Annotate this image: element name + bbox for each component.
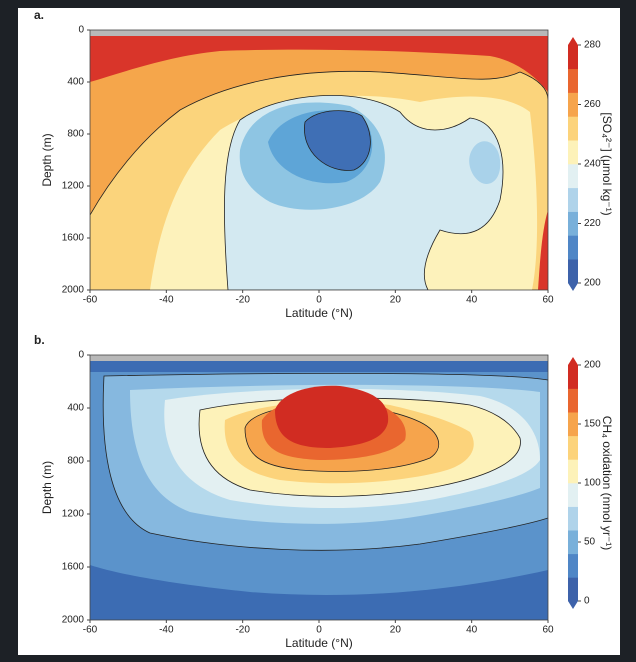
colorbar-tick-label: 0 — [584, 596, 590, 607]
x-tick-label: -20 — [235, 625, 250, 636]
x-tick-label: -40 — [159, 625, 174, 636]
y-tick-label: 1200 — [62, 509, 85, 520]
colorbar-band — [568, 553, 578, 578]
colorbar-tick-label: 100 — [584, 478, 601, 489]
y-tick-label: 2000 — [62, 285, 85, 296]
panel-label: b. — [34, 333, 45, 347]
colorbar-band — [568, 259, 578, 284]
y-tick-label: 800 — [67, 456, 84, 467]
x-tick-label: -20 — [235, 295, 250, 306]
colorbar-tick-label: 240 — [584, 159, 601, 170]
colorbar-band — [568, 187, 578, 212]
panel-label: a. — [34, 8, 44, 22]
colorbar-band — [568, 483, 578, 507]
colorbar-band — [568, 235, 578, 260]
contour-field-a — [90, 30, 548, 290]
colorbar-label: CH₄ oxidation (nmol yr⁻¹) — [600, 416, 614, 551]
x-axis-label: Latitude (°N) — [285, 636, 353, 650]
colorbar-band — [568, 412, 578, 437]
colorbar-band — [568, 45, 578, 70]
contour-field-b — [90, 355, 548, 620]
y-axis-label: Depth (m) — [40, 133, 54, 186]
colorbar-band — [568, 388, 578, 413]
colorbar-band — [568, 116, 578, 141]
colorbar-band — [568, 506, 578, 531]
colorbar-band — [568, 459, 578, 484]
colorbar-tick-label: 220 — [584, 218, 601, 229]
x-axis-label: Latitude (°N) — [285, 306, 353, 320]
x-tick-label: 40 — [466, 295, 478, 306]
x-tick-label: 0 — [316, 625, 322, 636]
colorbar-band — [568, 365, 578, 389]
colorbar-band — [568, 164, 578, 189]
y-tick-label: 1600 — [62, 233, 85, 244]
colorbar-arrow-top — [568, 357, 578, 365]
colorbar-tick-label: 50 — [584, 537, 596, 548]
x-tick-label: -40 — [159, 295, 174, 306]
colorbar-band — [568, 530, 578, 555]
colorbar-tick-label: 200 — [584, 278, 601, 289]
colorbar-arrow-bottom — [568, 283, 578, 291]
colorbar-band — [568, 435, 578, 460]
colorbar-band — [568, 211, 578, 236]
x-tick-label: 0 — [316, 295, 322, 306]
x-tick-label: 20 — [390, 295, 402, 306]
y-tick-label: 1600 — [62, 562, 85, 573]
colorbar-tick-label: 200 — [584, 360, 601, 371]
y-axis-label: Depth (m) — [40, 461, 54, 514]
colorbar-tick-label: 150 — [584, 419, 601, 430]
colorbar-arrow-bottom — [568, 601, 578, 609]
x-tick-label: 20 — [390, 625, 402, 636]
y-tick-label: 0 — [78, 25, 84, 36]
colorbar-band — [568, 577, 578, 602]
colorbar-band — [568, 140, 578, 165]
x-tick-label: 60 — [542, 625, 554, 636]
colorbar-tick-label: 280 — [584, 40, 601, 51]
x-tick-label: 60 — [542, 295, 554, 306]
y-tick-label: 400 — [67, 77, 84, 88]
y-tick-label: 2000 — [62, 615, 85, 626]
x-tick-label: 40 — [466, 625, 478, 636]
colorbar-arrow-top — [568, 37, 578, 45]
colorbar-tick-label: 260 — [584, 99, 601, 110]
y-tick-label: 1200 — [62, 181, 85, 192]
colorbar-label: [SO₄²⁻] (μmol kg⁻¹) — [600, 112, 614, 215]
y-tick-label: 400 — [67, 403, 84, 414]
x-tick-label: -60 — [83, 625, 98, 636]
y-tick-label: 0 — [78, 350, 84, 361]
colorbar-band — [568, 92, 578, 117]
y-tick-label: 800 — [67, 129, 84, 140]
colorbar-band — [568, 68, 578, 93]
x-tick-label: -60 — [83, 295, 98, 306]
